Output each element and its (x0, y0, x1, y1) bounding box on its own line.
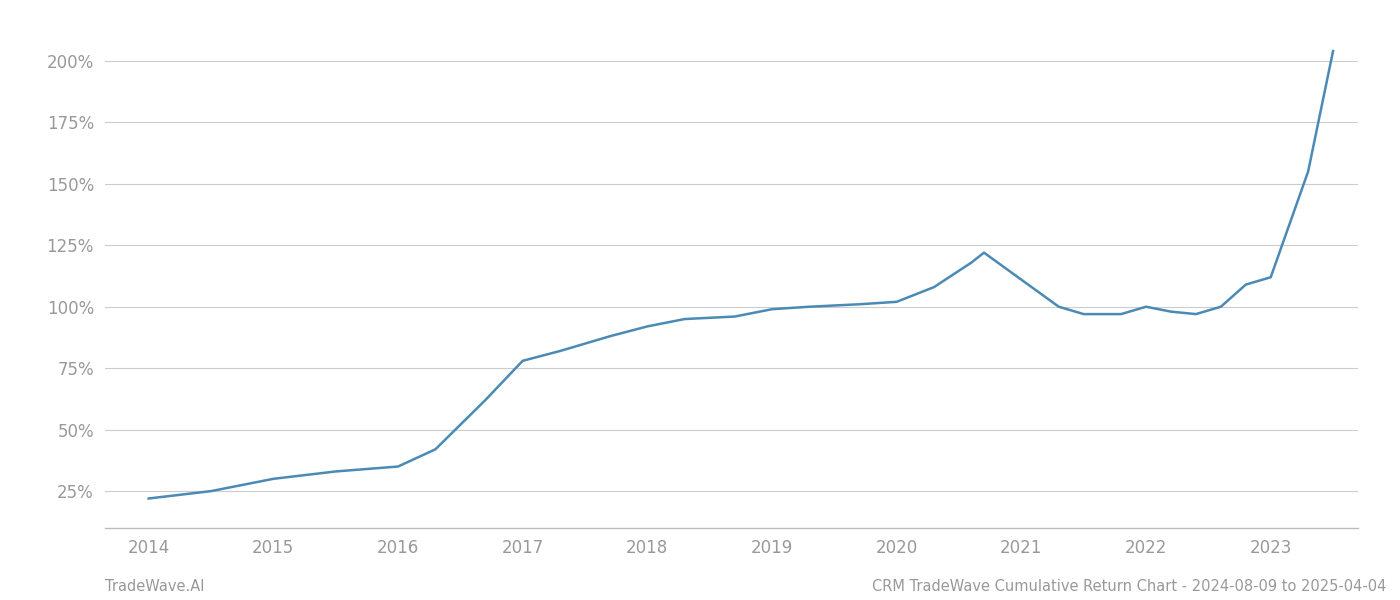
Text: TradeWave.AI: TradeWave.AI (105, 579, 204, 594)
Text: CRM TradeWave Cumulative Return Chart - 2024-08-09 to 2025-04-04: CRM TradeWave Cumulative Return Chart - … (872, 579, 1386, 594)
